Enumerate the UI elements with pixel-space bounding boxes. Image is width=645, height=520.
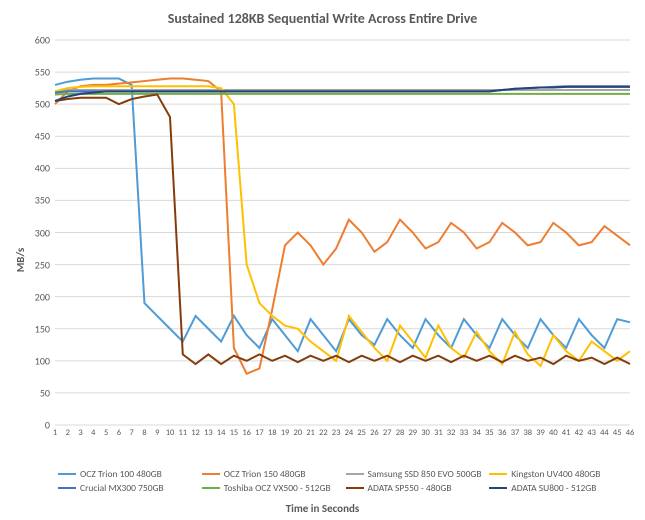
x-tick-label: 28 xyxy=(396,428,405,438)
legend-label: Toshiba OCZ VX500 - 512GB xyxy=(224,482,331,494)
y-axis-label: MB/s xyxy=(14,248,27,273)
x-tick-label: 39 xyxy=(536,428,545,438)
legend-label: OCZ Trion 150 480GB xyxy=(224,468,306,480)
legend: OCZ Trion 100 480GB OCZ Trion 150 480GB Sa… xyxy=(55,467,630,495)
x-tick-label: 10 xyxy=(166,428,175,438)
x-tick-label: 22 xyxy=(319,428,328,438)
y-tick-label: 100 xyxy=(35,354,50,367)
y-tick-label: 350 xyxy=(35,194,50,207)
series-line xyxy=(55,94,630,95)
series-group xyxy=(55,79,630,374)
x-tick-label: 32 xyxy=(447,428,456,438)
x-tick-label: 29 xyxy=(408,428,417,438)
x-tick-label: 4 xyxy=(91,428,95,438)
legend-item: Kingston UV400 480GB xyxy=(486,467,630,481)
x-tick-label: 27 xyxy=(383,428,392,438)
x-tick-label: 14 xyxy=(217,428,226,438)
y-tick-label: 200 xyxy=(35,290,50,303)
y-tick-label: 50 xyxy=(40,386,50,399)
x-tick-label: 18 xyxy=(268,428,277,438)
x-tick-label: 20 xyxy=(293,428,302,438)
legend-label: Crucial MX300 750GB xyxy=(80,482,164,494)
legend-swatch xyxy=(202,487,220,489)
x-tick-label: 26 xyxy=(370,428,379,438)
x-tick-label: 34 xyxy=(472,428,481,438)
x-tick-label: 7 xyxy=(130,428,134,438)
x-tick-label: 41 xyxy=(562,428,571,438)
legend-item: ADATA SP550 - 480GB xyxy=(343,481,487,495)
x-tick-label: 37 xyxy=(511,428,520,438)
y-tick-label: 300 xyxy=(35,226,50,239)
legend-item: OCZ Trion 100 480GB xyxy=(55,467,199,481)
y-tick-label: 250 xyxy=(35,258,50,271)
x-tick-label: 36 xyxy=(498,428,507,438)
x-tick-label: 11 xyxy=(178,428,187,438)
legend-swatch xyxy=(58,487,76,489)
x-tick-label: 17 xyxy=(255,428,264,438)
plot-area: 050100150200250300350400450500550600 123… xyxy=(55,40,630,425)
y-tick-label: 0 xyxy=(45,419,50,432)
chart-svg xyxy=(55,40,630,425)
x-tick-label: 15 xyxy=(230,428,239,438)
chart-container: Sustained 128KB Sequential Write Across … xyxy=(0,0,645,520)
series-line xyxy=(55,79,630,374)
x-tick-label: 31 xyxy=(434,428,443,438)
series-line xyxy=(55,79,630,352)
y-tick-label: 500 xyxy=(35,98,50,111)
x-tick-label: 25 xyxy=(357,428,366,438)
x-tick-label: 42 xyxy=(575,428,584,438)
x-tick-label: 40 xyxy=(549,428,558,438)
x-tick-label: 35 xyxy=(485,428,494,438)
x-tick-label: 8 xyxy=(142,428,146,438)
legend-label: Samsung SSD 850 EVO 500GB xyxy=(368,468,482,480)
legend-swatch xyxy=(202,473,220,475)
x-tick-label: 9 xyxy=(155,428,159,438)
x-tick-label: 3 xyxy=(78,428,82,438)
legend-item: OCZ Trion 150 480GB xyxy=(199,467,343,481)
x-tick-label: 45 xyxy=(613,428,622,438)
x-tick-label: 1 xyxy=(53,428,57,438)
x-tick-label: 6 xyxy=(117,428,121,438)
legend-label: ADATA SP550 - 480GB xyxy=(368,482,452,494)
x-tick-label: 30 xyxy=(421,428,430,438)
y-tick-label: 450 xyxy=(35,130,50,143)
x-tick-label: 46 xyxy=(626,428,635,438)
y-tick-label: 150 xyxy=(35,322,50,335)
chart-title: Sustained 128KB Sequential Write Across … xyxy=(0,10,645,27)
y-tick-label: 550 xyxy=(35,66,50,79)
legend-swatch xyxy=(346,487,364,489)
x-tick-label: 2 xyxy=(66,428,70,438)
legend-swatch xyxy=(489,473,507,475)
legend-item: Toshiba OCZ VX500 - 512GB xyxy=(199,481,343,495)
legend-swatch xyxy=(346,473,364,475)
x-tick-label: 24 xyxy=(345,428,354,438)
legend-swatch xyxy=(58,473,76,475)
x-tick-label: 13 xyxy=(204,428,213,438)
x-axis-label: Time in Seconds xyxy=(0,502,645,515)
x-tick-label: 23 xyxy=(332,428,341,438)
x-tick-label: 21 xyxy=(306,428,315,438)
legend-item: Crucial MX300 750GB xyxy=(55,481,199,495)
x-tick-label: 44 xyxy=(600,428,609,438)
legend-label: Kingston UV400 480GB xyxy=(511,468,600,480)
legend-swatch xyxy=(489,487,507,489)
x-tick-label: 16 xyxy=(242,428,251,438)
legend-label: ADATA SU800 - 512GB xyxy=(511,482,596,494)
x-tick-label: 19 xyxy=(281,428,290,438)
x-tick-label: 38 xyxy=(523,428,532,438)
legend-item: ADATA SU800 - 512GB xyxy=(486,481,630,495)
legend-item: Samsung SSD 850 EVO 500GB xyxy=(343,467,487,481)
y-tick-label: 600 xyxy=(35,34,50,47)
y-tick-label: 400 xyxy=(35,162,50,175)
legend-label: OCZ Trion 100 480GB xyxy=(80,468,162,480)
x-tick-label: 33 xyxy=(460,428,469,438)
x-tick-label: 5 xyxy=(104,428,108,438)
x-tick-label: 12 xyxy=(191,428,200,438)
x-tick-label: 43 xyxy=(587,428,596,438)
